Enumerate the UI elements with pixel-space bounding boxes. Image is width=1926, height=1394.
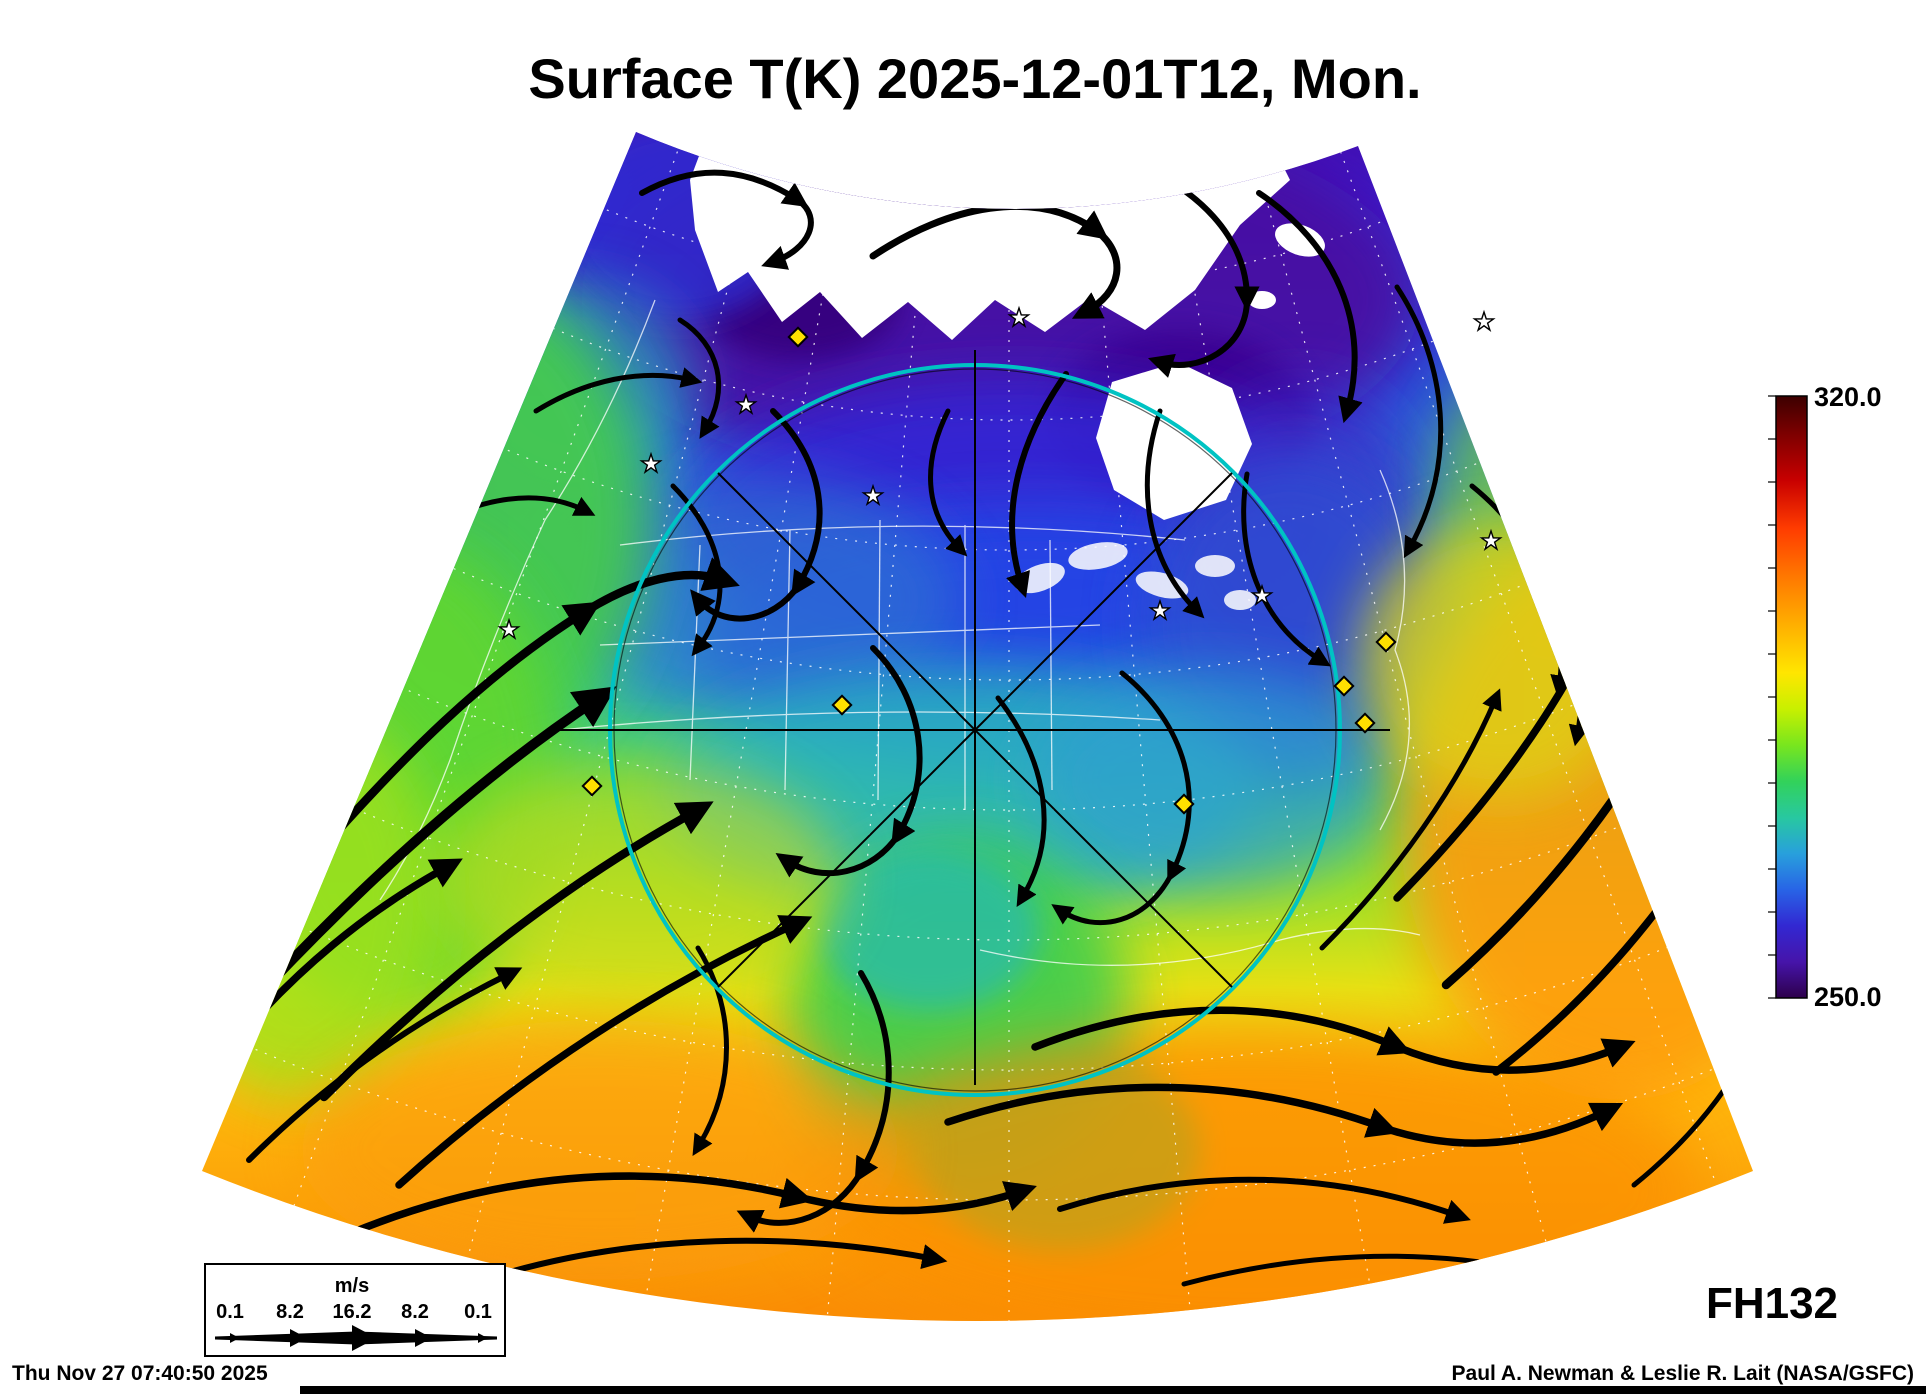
credit-text: Paul A. Newman & Leslie R. Lait (NASA/GS… [1452, 1362, 1914, 1385]
wind-legend-tick-2: 16.2 [333, 1301, 372, 1323]
wind-legend-tick-0: 0.1 [216, 1301, 244, 1323]
wind-legend-tick-3: 8.2 [401, 1301, 429, 1323]
temperature-field [202, 132, 1753, 1321]
wind-legend-units: m/s [335, 1275, 369, 1297]
wind-legend-tick-1: 8.2 [276, 1301, 304, 1323]
map-title: Surface T(K) 2025-12-01T12, Mon. [528, 47, 1421, 110]
generated-timestamp: Thu Nov 27 07:40:50 2025 [12, 1362, 268, 1385]
colorbar-ticks [1768, 395, 1776, 999]
wind-speed-legend: m/s 0.1 8.2 16.2 8.2 0.1 [204, 1263, 506, 1357]
wind-legend-arrow [215, 1325, 497, 1351]
colorbar-max-label: 320.0 [1814, 382, 1882, 412]
forecast-hour-label: FH132 [1706, 1279, 1838, 1328]
wind-legend-tick-4: 0.1 [464, 1301, 492, 1323]
colorbar-min-label: 250.0 [1814, 982, 1882, 1012]
crosshair [560, 350, 1390, 1085]
colorbar: 320.0 250.0 [1768, 382, 1882, 1012]
bottom-divider-bar [300, 1386, 1926, 1394]
